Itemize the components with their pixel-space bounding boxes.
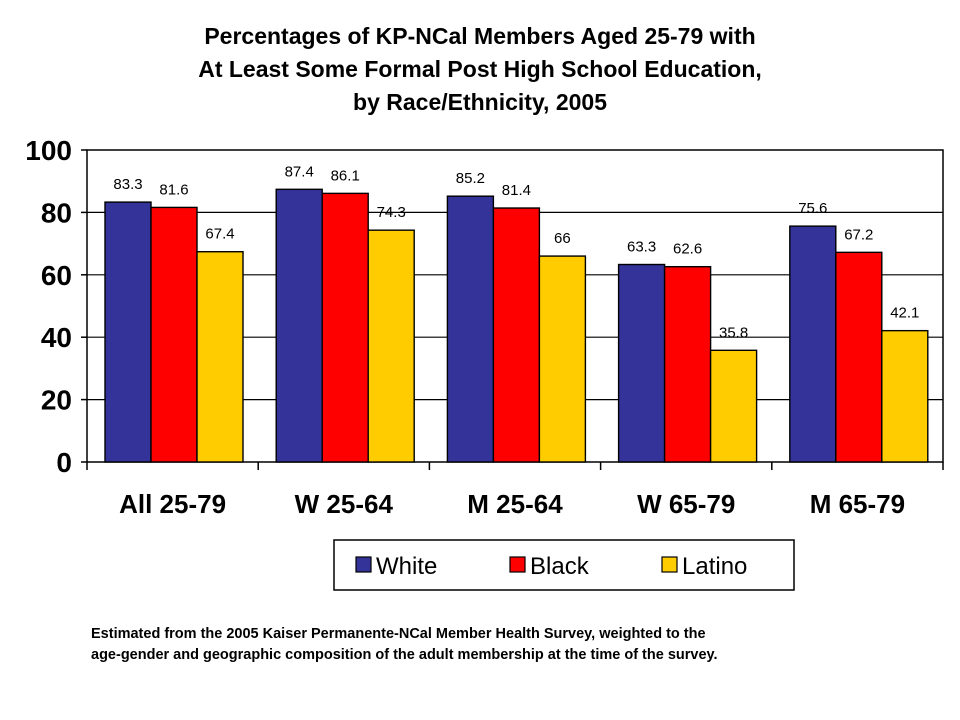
data-label: 74.3 xyxy=(377,204,406,221)
legend: White Black Latino xyxy=(333,539,795,591)
chart-title-line-3: by Race/Ethnicity, 2005 xyxy=(353,89,607,115)
axes: 0 20 40 60 80 100 All 25-79 W 25-64 M 25-64 W 65-… xyxy=(25,135,944,519)
bar-white-4 xyxy=(617,263,666,463)
chart-title-line-1: Percentages of KP-NCal Members Aged 25-7… xyxy=(204,23,756,49)
y-tick-label: 80 xyxy=(41,197,72,228)
y-tick-label: 20 xyxy=(41,385,72,416)
bar-white-3 xyxy=(446,195,495,463)
y-tick-label: 100 xyxy=(25,135,72,166)
data-label: 42.1 xyxy=(890,305,919,322)
data-label: 75.6 xyxy=(798,200,827,217)
x-tick-label: W 25-64 xyxy=(295,489,394,519)
data-label: 85.2 xyxy=(456,170,485,187)
bar-black-4 xyxy=(663,265,712,463)
bar-white-5 xyxy=(789,225,837,463)
bar-black-2 xyxy=(321,192,369,463)
bar-latino-5 xyxy=(881,329,929,463)
x-tick-label: W 65-79 xyxy=(637,489,735,519)
bar-black-1 xyxy=(150,206,198,463)
data-label: 35.8 xyxy=(719,324,748,341)
footnote-line-2: age-gender and geographic composition of… xyxy=(91,647,718,663)
data-label: 86.1 xyxy=(331,167,360,184)
data-labels: 83.3 81.6 67.4 87.4 86.1 74.3 85.2 81.4 66 63.3 62… xyxy=(113,163,919,341)
bar-latino-4 xyxy=(709,349,758,463)
data-label: 83.3 xyxy=(113,176,142,193)
data-label: 62.6 xyxy=(673,241,702,258)
data-label: 81.6 xyxy=(159,181,188,198)
legend-label-white: White xyxy=(376,553,437,580)
x-tick-label: M 25-64 xyxy=(467,489,563,519)
data-label: 81.4 xyxy=(502,182,531,199)
legend-swatch-black xyxy=(509,556,526,573)
legend-label-black: Black xyxy=(530,553,590,580)
y-tick-label: 40 xyxy=(41,322,72,353)
bar-latino-2 xyxy=(367,229,415,463)
data-label: 63.3 xyxy=(627,239,656,256)
bar-black-5 xyxy=(835,251,883,463)
data-label: 67.2 xyxy=(844,226,873,243)
legend-label-latino: Latino xyxy=(682,553,747,580)
footnote-line-1: Estimated from the 2005 Kaiser Permanent… xyxy=(91,626,706,642)
legend-box xyxy=(333,539,795,591)
bar-white-1 xyxy=(104,201,152,463)
y-tick-label: 60 xyxy=(41,260,72,291)
legend-swatch-white xyxy=(355,556,372,573)
y-tick-label: 0 xyxy=(56,447,72,478)
legend-swatch-latino xyxy=(661,556,678,573)
x-tick-label: All 25-79 xyxy=(119,489,226,519)
data-label: 66 xyxy=(554,230,571,247)
footnote: Estimated from the 2005 Kaiser Permanent… xyxy=(91,624,951,666)
chart-title-line-2: At Least Some Formal Post High School Ed… xyxy=(198,56,762,82)
bar-latino-1 xyxy=(196,251,244,463)
data-label: 67.4 xyxy=(205,226,234,243)
data-label: 87.4 xyxy=(285,163,314,180)
bar-black-3 xyxy=(492,207,541,463)
chart-title: Percentages of KP-NCal Members Aged 25-7… xyxy=(0,20,960,119)
x-tick-label: M 65-79 xyxy=(810,489,905,519)
bar-white-2 xyxy=(275,188,323,463)
bar-latino-3 xyxy=(538,255,587,463)
bars xyxy=(104,188,929,463)
